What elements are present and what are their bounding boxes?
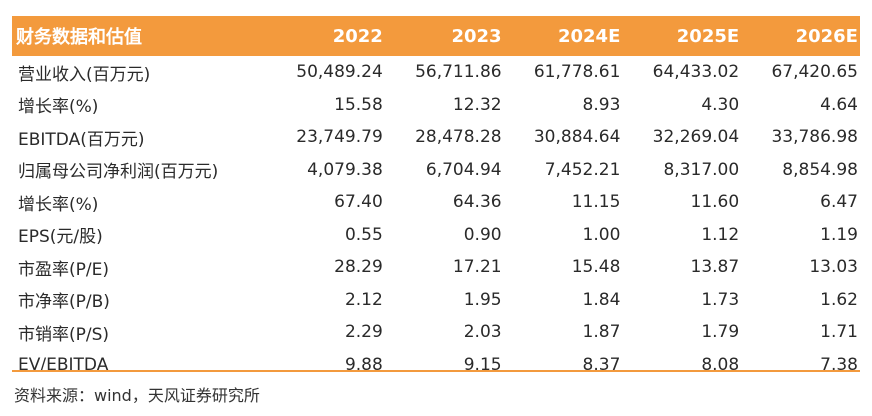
table-cell: 56,711.86 [415,62,502,83]
row-label: EV/EBITDA [18,354,109,375]
table-cell: 11.15 [571,192,621,213]
table-cell: 1.71 [820,322,858,343]
table-row: 归属母公司净利润(百万元) 4,079.38 6,704.94 7,452.21 8,3… [12,154,860,187]
header-cell: 2023 [451,25,502,47]
table-row: EV/EBITDA 9.88 9.15 8.37 8.08 7.38 [12,349,860,382]
table-header: 财务数据和估值 2022 2023 2024E 2025E 2026E [12,16,860,56]
row-label: 营业收入(百万元) [18,64,151,85]
table-cell: 1.95 [463,289,502,310]
table-cell: 2.29 [344,322,383,343]
table-cell: 30,884.64 [533,127,621,148]
row-label: 市净率(P/B) [18,292,110,313]
financial-table: 财务数据和估值 2022 2023 2024E 2025E 2026E 营业收入… [12,16,860,381]
header-cell: 财务数据和估值 [16,27,142,48]
header-cell: 2022 [332,25,383,47]
row-label: EBITDA(百万元) [18,129,145,150]
table-cell: 61,778.61 [533,62,621,83]
table-cell: 15.48 [571,257,621,278]
table-cell: 7,452.21 [544,159,621,180]
table-cell: 33,786.98 [771,127,858,148]
table-cell: 1.84 [582,289,621,310]
table-cell: 12.32 [452,94,502,115]
table-cell: 1.87 [582,322,621,343]
table-cell: 1.79 [701,322,740,343]
table-row: 增长率(%) 67.40 64.36 11.15 11.60 6.47 [12,186,860,219]
table-row: 市销率(P/S) 2.29 2.03 1.87 1.79 1.71 [12,316,860,349]
table-cell: 64.36 [452,192,502,213]
table-cell: 1.73 [701,289,740,310]
source-note: 资料来源：wind，天风证券研究所 [14,386,260,405]
table-cell: 6.47 [820,192,858,213]
row-label: 增长率(%) [18,97,99,118]
table-cell: 28.29 [334,257,383,278]
table-cell: 23,749.79 [296,127,383,148]
row-label: 归属母公司净利润(百万元) [18,162,219,183]
header-cell: 2025E [676,25,740,47]
row-label: EPS(元/股) [18,227,103,248]
table-cell: 67.40 [334,192,383,213]
table-cell: 6,704.94 [425,159,502,180]
table-cell: 13.03 [809,257,858,278]
table-cell: 50,489.24 [296,62,383,83]
table-cell: 8,854.98 [782,159,858,180]
table-row: 市盈率(P/E) 28.29 17.21 15.48 13.87 13.03 [12,251,860,284]
table-cell: 11.60 [690,192,740,213]
table-cell: 0.55 [344,224,383,245]
table-cell: 1.62 [820,289,858,310]
table-cell: 9.15 [463,354,502,375]
table-cell: 1.00 [582,224,621,245]
table-row: 市净率(P/B) 2.12 1.95 1.84 1.73 1.62 [12,284,860,317]
table-cell: 17.21 [452,257,502,278]
table-row: 营业收入(百万元) 50,489.24 56,711.86 61,778.61 64,4… [12,56,860,89]
table-row: EPS(元/股) 0.55 0.90 1.00 1.12 1.19 [12,219,860,252]
table-cell: 4,079.38 [307,159,383,180]
table-cell: 1.19 [820,224,858,245]
table-cell: 8.08 [701,354,740,375]
row-label: 市销率(P/S) [18,324,110,345]
table-cell: 8.93 [582,94,621,115]
table-bottom-rule [12,370,860,372]
header-cell: 2026E [795,25,858,47]
table-cell: 64,433.02 [652,62,740,83]
table-cell: 1.12 [701,224,740,245]
table-body: 营业收入(百万元) 50,489.24 56,711.86 61,778.61 64,4… [12,56,860,381]
table-cell: 4.64 [820,94,858,115]
table-cell: 67,420.65 [771,62,858,83]
header-cell: 2024E [557,25,621,47]
table-cell: 8,317.00 [663,159,740,180]
table-cell: 0.90 [463,224,502,245]
table-row: EBITDA(百万元) 23,749.79 28,478.28 30,884.64 32… [12,121,860,154]
row-label: 增长率(%) [18,194,99,215]
table-cell: 4.30 [701,94,740,115]
table-cell: 28,478.28 [415,127,502,148]
row-label: 市盈率(P/E) [18,259,109,280]
table-cell: 7.38 [820,354,858,375]
table-cell: 9.88 [344,354,383,375]
table-cell: 15.58 [334,94,383,115]
table-row: 增长率(%) 15.58 12.32 8.93 4.30 4.64 [12,89,860,122]
table-cell: 13.87 [690,257,740,278]
table-cell: 2.03 [463,322,502,343]
table-cell: 8.37 [582,354,621,375]
table-cell: 32,269.04 [652,127,740,148]
table-cell: 2.12 [344,289,383,310]
